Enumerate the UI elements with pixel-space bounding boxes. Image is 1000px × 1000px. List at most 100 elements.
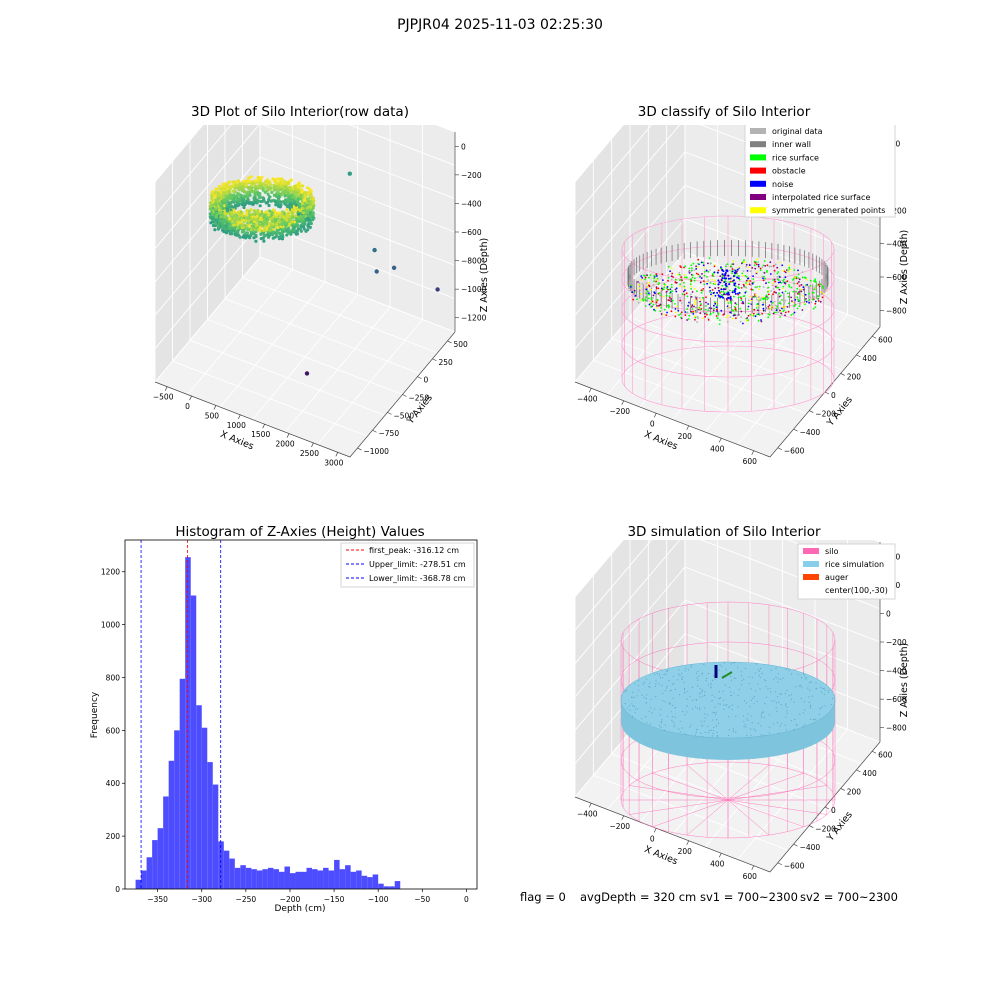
histogram-bar: [306, 867, 313, 889]
histogram-bar: [389, 886, 395, 889]
histogram-xtick: −350: [147, 895, 168, 904]
raw-ztick: −600: [461, 228, 482, 237]
legend-label: silo: [825, 547, 839, 556]
outlier-point: [435, 287, 440, 292]
classify-xtick: 200: [678, 432, 693, 441]
legend-swatch: [803, 561, 819, 567]
simulation-xtick: 0: [650, 834, 655, 843]
simulation-xtick: 600: [743, 872, 758, 881]
histogram-bar: [273, 869, 279, 889]
histogram-bars: [135, 540, 401, 889]
histogram-frame: [124, 539, 478, 890]
flag-text: flag = 0: [520, 890, 566, 904]
legend-swatch: [750, 180, 766, 187]
histogram-ytick: 1000: [101, 621, 120, 630]
raw-3d-plot: −500050010001500200025003000−1000−750−50…: [153, 125, 490, 467]
histogram-bar: [168, 760, 175, 889]
simulation-ytick: 200: [847, 787, 862, 796]
histogram-bar: [212, 784, 219, 889]
raw-3d-axes-box: [154, 125, 456, 458]
histogram-bar: [372, 874, 379, 889]
histogram-bar: [256, 870, 263, 889]
raw-ztick: −400: [461, 199, 482, 208]
legend-label: rice surface: [772, 153, 819, 162]
histogram-ylabel: Frequency: [90, 691, 100, 738]
x-axis-line: [574, 796, 771, 873]
raw-xtick: 3000: [324, 458, 343, 467]
histogram-bar: [317, 870, 324, 889]
legend-swatch: [803, 548, 819, 554]
histogram-bar: [146, 857, 153, 889]
classify-ytick: −200: [815, 410, 836, 419]
histogram-bar: [367, 877, 373, 889]
histogram-bar: [278, 871, 285, 889]
histogram-bar: [179, 678, 186, 889]
simulation-ztick: −600: [886, 695, 907, 704]
simulation-ztick: −400: [886, 667, 907, 676]
simulation-3d-xlabel: X Axies: [643, 844, 680, 867]
histogram-legend: first_peak: -316.12 cm Upper_limit: -278.…: [340, 542, 475, 588]
classify-xtick: 400: [710, 444, 725, 453]
raw-ytick: 250: [439, 358, 454, 367]
classify-ytick: −600: [784, 447, 805, 456]
histogram-bar: [361, 875, 368, 889]
classify-xtick: −400: [577, 394, 598, 403]
simulation-ytick: 0: [831, 806, 836, 815]
histogram-bar: [196, 705, 202, 889]
outlier-point: [304, 371, 310, 376]
raw-ztick: −200: [461, 171, 482, 180]
histogram-bar: [350, 871, 357, 889]
raw-xtick: 1500: [251, 430, 270, 439]
legend-label: interpolated rice surface: [772, 193, 870, 202]
classify-xtick: −200: [609, 407, 630, 416]
raw-ytick: −500: [394, 411, 415, 420]
simulation-xtick: −200: [609, 822, 630, 831]
histogram-xtick: −250: [236, 895, 257, 904]
histogram-bar: [234, 867, 241, 889]
classify-xtick: 600: [743, 457, 758, 466]
histogram-xtick: −100: [368, 895, 389, 904]
histogram-ytick: 1200: [101, 568, 120, 577]
figure-title: PJPJR04 2025-11-03 02:25:30: [397, 17, 603, 33]
legend-label: auger: [825, 573, 849, 582]
classify-ytick: 0: [831, 391, 836, 400]
x-axis-line: [154, 381, 351, 458]
legend-label: Lower_limit: -368.78 cm: [369, 574, 466, 583]
classify-ztick: −200: [886, 206, 907, 215]
classify-3d-xlabel: X Axies: [643, 429, 680, 452]
histogram-bar: [345, 865, 351, 889]
legend-swatch: [803, 574, 819, 580]
classify-ztick: −800: [886, 306, 907, 315]
histogram-bar: [240, 865, 246, 889]
classify-xtick: 0: [650, 419, 655, 428]
raw-ztick: −1200: [461, 314, 487, 323]
histogram-bar: [207, 762, 213, 889]
raw-ytick: −750: [379, 429, 400, 438]
histogram-bar: [163, 796, 169, 889]
histogram-bar: [267, 867, 274, 889]
histogram-bar: [328, 870, 335, 889]
histogram-bar: [383, 886, 390, 889]
legend-swatch: [750, 141, 766, 148]
simulation-ytick: 400: [862, 769, 877, 778]
histogram-bar: [245, 867, 252, 889]
simulation-ytick: −200: [815, 825, 836, 834]
legend-swatch: [750, 194, 766, 200]
legend-swatch: [750, 167, 766, 174]
histogram-bar: [289, 873, 296, 889]
simulation-xtick: −400: [577, 809, 598, 818]
raw-xtick: −500: [153, 393, 174, 402]
panel2-title: 3D classify of Silo Interior: [637, 104, 811, 120]
raw-ytick: 500: [454, 340, 469, 349]
panel1-title: 3D Plot of Silo Interior(row data): [191, 104, 409, 120]
rice-simulation-surface: [620, 661, 836, 739]
histogram-ytick: 600: [106, 726, 121, 735]
histogram-plot: −350 −300 −250 −200 −150 −100 −50 0 0 200 400 600 80…: [90, 539, 478, 914]
avg-depth-text: avgDepth = 320 cm: [580, 890, 697, 904]
legend-swatch: [750, 207, 766, 214]
simulation-ytick: −600: [784, 862, 805, 871]
histogram-bar: [334, 859, 340, 889]
legend-swatch: [750, 154, 766, 161]
legend-swatch: [750, 128, 766, 134]
histogram-bar: [185, 557, 191, 889]
